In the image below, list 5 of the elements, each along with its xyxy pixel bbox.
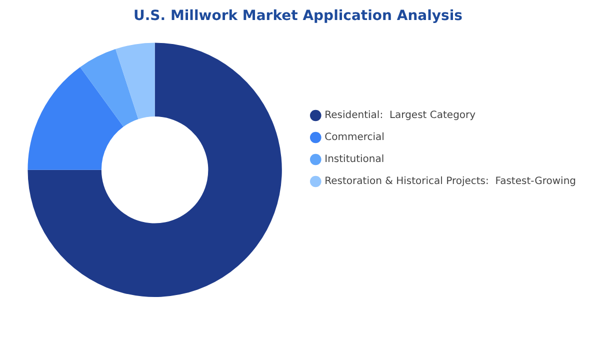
chart-title: U.S. Millwork Market Application Analysis xyxy=(133,8,463,24)
legend-label: Restoration & Historical Projects: Fastest-Growing xyxy=(324,176,576,188)
legend-label: Institutional xyxy=(324,154,384,166)
legend-label: Commercial xyxy=(324,132,384,144)
legend-label: Residential: Largest Category xyxy=(324,110,476,122)
